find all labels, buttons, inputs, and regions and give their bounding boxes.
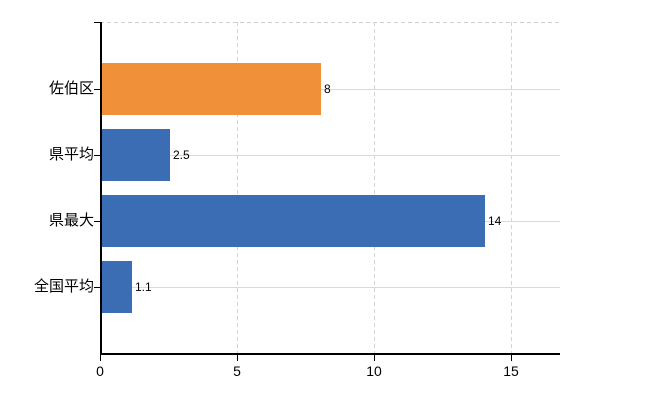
y-axis-line [100, 22, 102, 354]
x-axis-tick [237, 354, 238, 361]
bar-1 [102, 63, 321, 115]
bar-2 [102, 129, 170, 181]
bar-value-label: 14 [488, 214, 502, 228]
plot-top-border [100, 22, 560, 23]
plot-area: 8 2.5 14 1.1 [100, 22, 560, 354]
x-axis-tick [100, 354, 101, 361]
x-axis-line [100, 353, 560, 355]
gridline-horizontal [100, 287, 560, 288]
gridline-vertical [237, 22, 238, 354]
x-axis-tick [511, 354, 512, 361]
bar-3 [102, 195, 485, 247]
gridline-vertical [511, 22, 512, 354]
y-axis-tick [94, 155, 101, 156]
gridline-vertical [374, 22, 375, 354]
x-axis-tick-label: 10 [366, 363, 382, 379]
category-label: 県最大 [48, 212, 94, 229]
bar-value-label: 1.1 [135, 280, 152, 294]
x-axis-tick [374, 354, 375, 361]
y-axis-tick [94, 221, 101, 222]
category-label: 全国平均 [33, 278, 94, 295]
category-label: 県平均 [48, 146, 94, 163]
y-axis-tick [94, 89, 101, 90]
x-axis-tick-label: 15 [503, 363, 519, 379]
bar-value-label: 8 [324, 82, 331, 96]
x-axis-tick-label: 0 [96, 363, 104, 379]
gridline-horizontal [100, 89, 560, 90]
category-label: 佐伯区 [48, 80, 94, 97]
bar-4 [102, 261, 132, 313]
y-axis-top-tick [94, 22, 101, 23]
x-axis-tick-label: 5 [233, 363, 241, 379]
bar-value-label: 2.5 [173, 148, 190, 162]
y-axis-tick [94, 287, 101, 288]
gridline-horizontal [100, 155, 560, 156]
